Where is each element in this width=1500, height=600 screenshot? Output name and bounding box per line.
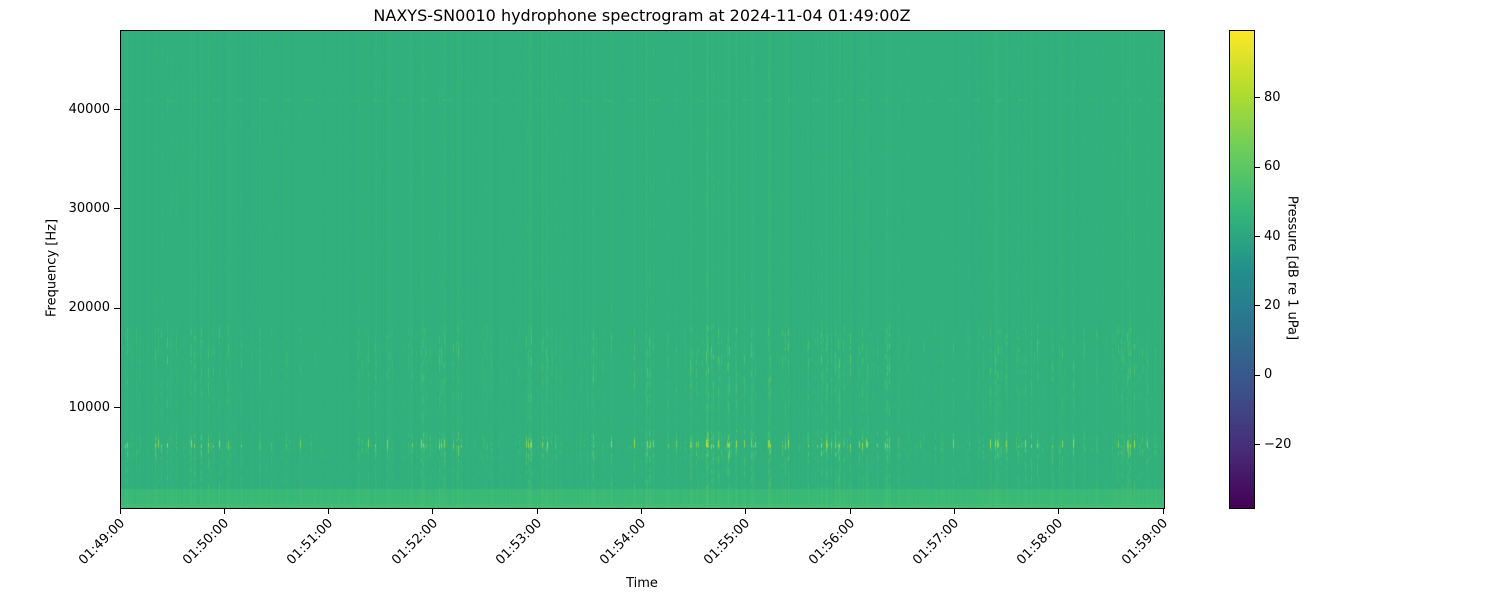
x-tick-label: 01:56:00 (805, 516, 858, 568)
y-tick-label: 10000 (68, 399, 110, 415)
x-tick-label: 01:49:00 (75, 516, 128, 568)
x-axis-label: Time (626, 576, 658, 591)
x-tick-label: 01:57:00 (910, 516, 963, 568)
colorbar (1229, 30, 1255, 509)
y-axis-label: Frequency [Hz] (44, 218, 60, 318)
colorbar-gradient (1230, 31, 1254, 508)
y-tick-label: 20000 (68, 300, 110, 316)
x-tick-label: 01:58:00 (1014, 516, 1067, 568)
x-tick-label: 01:50:00 (180, 516, 232, 568)
plot-title: NAXYS-SN0010 hydrophone spectrogram at 2… (373, 6, 911, 25)
x-tick-label: 01:53:00 (492, 516, 545, 568)
colorbar-tick-label: −20 (1264, 436, 1292, 452)
x-tick-label: 01:55:00 (701, 516, 754, 568)
colorbar-tick-label: 40 (1264, 228, 1281, 244)
spectrogram-image (121, 31, 1164, 508)
colorbar-tick-label: 60 (1264, 159, 1281, 175)
colorbar-label: Pressure [dB re 1 uPa] (1284, 195, 1300, 341)
y-tick-label: 40000 (68, 101, 110, 117)
colorbar-tick-label: 20 (1264, 297, 1281, 313)
spectrogram-plot-area (120, 30, 1165, 509)
colorbar-tick-label: 0 (1264, 367, 1273, 383)
y-tick-label: 30000 (68, 200, 110, 216)
x-tick-label: 01:51:00 (284, 516, 337, 568)
x-tick-label: 01:59:00 (1118, 516, 1171, 568)
x-tick-label: 01:54:00 (597, 516, 650, 568)
x-tick-label: 01:52:00 (388, 516, 441, 568)
colorbar-tick-label: 80 (1264, 89, 1281, 105)
